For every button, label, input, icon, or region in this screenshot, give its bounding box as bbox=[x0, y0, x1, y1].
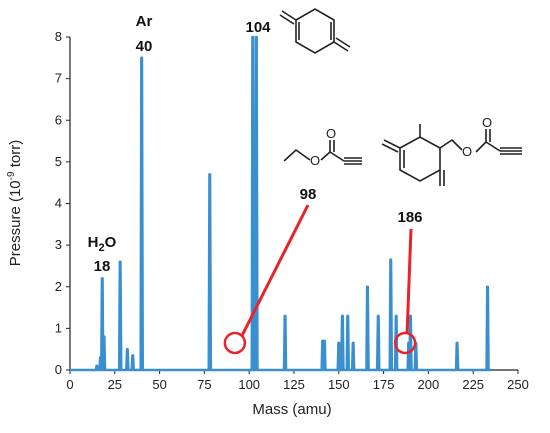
peak-point bbox=[366, 286, 368, 288]
x-tick-label: 50 bbox=[152, 377, 166, 392]
annotation-40-value: 40 bbox=[136, 38, 153, 55]
peak-point bbox=[132, 354, 134, 356]
x-tick-label: 225 bbox=[462, 377, 484, 392]
annotation-186-value: 186 bbox=[397, 209, 422, 226]
y-ticks: 0 1 2 3 4 5 6 7 8 bbox=[55, 29, 70, 377]
y-tick-label: 8 bbox=[55, 29, 62, 44]
peak-point bbox=[347, 315, 349, 317]
structure-ethyl-propiolate-icon bbox=[283, 140, 362, 165]
annotation-104-value: 104 bbox=[245, 19, 271, 36]
x-axis-label: Mass (amu) bbox=[252, 401, 331, 418]
peak-point bbox=[119, 261, 121, 263]
peak-point bbox=[409, 315, 411, 317]
peak-point bbox=[323, 340, 325, 342]
y-tick-label: 4 bbox=[55, 196, 62, 211]
peak-point bbox=[408, 342, 410, 344]
peak-point bbox=[338, 342, 340, 344]
peak-point bbox=[322, 340, 324, 342]
peak-point bbox=[141, 57, 143, 59]
annotation-98-value: 98 bbox=[300, 186, 317, 203]
structure-product-carbonyl-oxygen: O bbox=[482, 115, 492, 130]
structure-product-ester-oxygen: O bbox=[462, 144, 472, 159]
peak-point bbox=[456, 342, 458, 344]
peak-point bbox=[96, 365, 98, 367]
peak-points bbox=[96, 36, 489, 367]
peak-point bbox=[390, 259, 392, 261]
peak-point bbox=[487, 286, 489, 288]
peak-point bbox=[284, 315, 286, 317]
y-tick-label: 1 bbox=[55, 320, 62, 335]
structure-quinodimethane-icon bbox=[279, 8, 351, 54]
peak-point bbox=[99, 357, 101, 359]
annotation-18-value: 18 bbox=[94, 258, 111, 275]
annotation-98-circle-marker bbox=[223, 331, 247, 355]
peak-point bbox=[103, 336, 105, 338]
annotation-h2o-label: H2O bbox=[88, 234, 117, 254]
y-tick-label: 2 bbox=[55, 279, 62, 294]
peak-point bbox=[352, 342, 354, 344]
x-tick-label: 150 bbox=[328, 377, 350, 392]
y-tick-label: 6 bbox=[55, 112, 62, 127]
y-axis-label: Pressure (10-9 torr) bbox=[6, 140, 24, 266]
x-tick-label: 175 bbox=[373, 377, 395, 392]
x-tick-label: 25 bbox=[108, 377, 122, 392]
x-tick-label: 250 bbox=[507, 377, 529, 392]
x-tick-label: 0 bbox=[66, 377, 73, 392]
peak-point bbox=[341, 315, 343, 317]
annotation-186-circle-marker bbox=[393, 331, 417, 355]
peak-point bbox=[101, 277, 103, 279]
peak-point bbox=[209, 173, 211, 175]
y-tick-label: 5 bbox=[55, 154, 62, 169]
y-tick-label: 0 bbox=[55, 362, 62, 377]
annotation-186-pointer-line bbox=[405, 228, 413, 333]
structure-ethyl-propiolate-carbonyl-oxygen: O bbox=[326, 126, 336, 141]
y-axis-label-exponent: -9 bbox=[6, 171, 17, 180]
x-ticks: 0 25 50 75 100 125 150 175 200 225 250 bbox=[66, 370, 529, 392]
peak-point bbox=[252, 36, 254, 38]
x-tick-label: 200 bbox=[418, 377, 440, 392]
y-tick-label: 7 bbox=[55, 71, 62, 86]
structure-ethyl-propiolate-ester-oxygen: O bbox=[310, 153, 320, 168]
axes: 0 25 50 75 100 125 150 175 200 225 250 0 1 2 3 4 5 6 7 8 bbox=[55, 29, 529, 392]
y-tick-label: 3 bbox=[55, 237, 62, 252]
spectrum-series-line bbox=[70, 35, 492, 372]
structure-product-icon bbox=[381, 124, 522, 186]
x-tick-label: 100 bbox=[238, 377, 260, 392]
peak-point bbox=[126, 348, 128, 350]
x-tick-label: 75 bbox=[197, 377, 211, 392]
peak-point bbox=[377, 315, 379, 317]
x-tick-label: 125 bbox=[283, 377, 305, 392]
peak-point bbox=[255, 36, 257, 38]
peak-point bbox=[395, 315, 397, 317]
annotation-ar-label: Ar bbox=[136, 13, 153, 30]
annotation-98-pointer-line bbox=[240, 204, 310, 337]
